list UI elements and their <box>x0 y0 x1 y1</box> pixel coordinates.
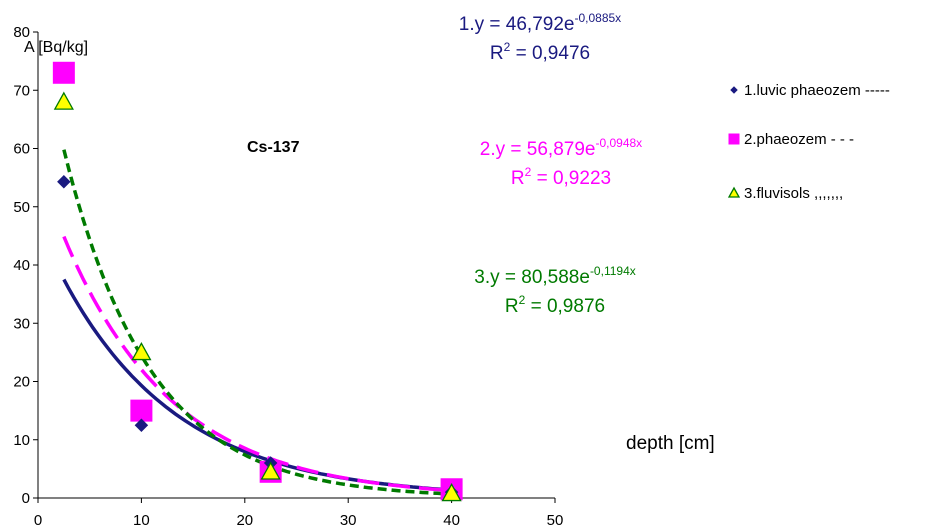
data-point-diamond <box>134 418 149 432</box>
trendline-series-3 <box>62 149 452 496</box>
x-tick-label: 40 <box>443 512 460 529</box>
x-tick-label: 30 <box>340 512 357 529</box>
equation-line: 3.y = 80,588e-0,1194x <box>474 264 636 288</box>
x-tick-label: 20 <box>236 512 253 529</box>
y-tick-label: 30 <box>13 315 30 332</box>
r-squared-line: R2 = 0,9476 <box>490 40 590 64</box>
legend-label: 3.fluvisols ,,,,,,, <box>744 185 843 202</box>
y-tick-label: 40 <box>13 257 30 274</box>
equation-line: 2.y = 56,879e-0,0948x <box>480 136 642 160</box>
x-axis-label: depth [cm] <box>626 433 715 454</box>
y-tick-label: 70 <box>13 82 30 99</box>
y-tick-label: 80 <box>13 24 30 41</box>
equation-line: 1.y = 46,792e-0,0885x <box>459 11 621 35</box>
data-point-square <box>130 399 153 422</box>
data-point-square <box>52 61 75 84</box>
y-tick-label: 0 <box>22 490 30 507</box>
r-squared-line: R2 = 0,9223 <box>511 165 611 189</box>
y-tick-label: 50 <box>13 199 30 216</box>
trendline-series-1 <box>62 278 452 492</box>
y-tick-label: 60 <box>13 141 30 158</box>
axes: 0 10 20 30 40 50 60 70 80 0 10 20 30 40 50 <box>13 24 563 529</box>
x-tick-label: 0 <box>34 512 42 529</box>
data-point-triangle <box>53 91 74 110</box>
data-point-triangle <box>260 461 281 480</box>
y-tick-label: 10 <box>13 432 30 449</box>
chart-title: Cs-137 <box>247 139 300 156</box>
trend-equations: 1.y = 46,792e-0,0885x R2 = 0,9476 2.y = 56… <box>459 11 642 317</box>
r-squared-line: R2 = 0,9876 <box>505 293 605 317</box>
legend-marker-square <box>728 133 740 145</box>
legend-marker-triangle <box>727 186 741 198</box>
data-point-triangle <box>131 342 152 361</box>
trendline-series-2 <box>62 235 452 493</box>
data-markers <box>52 61 463 502</box>
legend: 1.luvic phaeozem ----- 2.phaeozem - - - 3.… <box>727 82 890 202</box>
y-axis-label: A [Bq/kg] <box>24 39 88 56</box>
x-tick-label: 10 <box>133 512 150 529</box>
data-point-triangle <box>441 483 462 502</box>
y-tick-label: 20 <box>13 374 30 391</box>
legend-label: 2.phaeozem - - - <box>744 131 854 148</box>
x-tick-label: 50 <box>547 512 564 529</box>
legend-label: 1.luvic phaeozem ----- <box>744 82 890 99</box>
legend-marker-diamond <box>730 86 738 94</box>
data-point-diamond <box>57 174 71 189</box>
trendlines <box>62 149 452 496</box>
